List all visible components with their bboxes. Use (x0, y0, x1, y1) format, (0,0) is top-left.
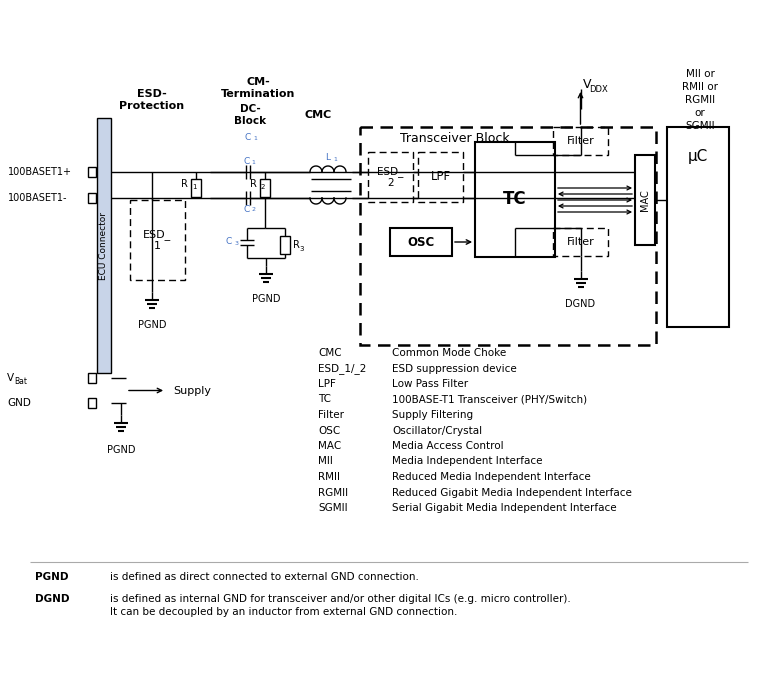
Text: Reduced Media Independent Interface: Reduced Media Independent Interface (392, 472, 591, 482)
Bar (97, 118, 111, 373)
Text: 100BASE-T1 Transceiver (PHY/Switch): 100BASE-T1 Transceiver (PHY/Switch) (392, 395, 587, 404)
Text: Filter: Filter (566, 237, 594, 247)
Text: R: R (293, 240, 300, 250)
Text: C: C (245, 133, 251, 143)
Text: RGMII: RGMII (318, 487, 348, 498)
Text: CMC: CMC (318, 348, 341, 358)
Text: 3: 3 (299, 246, 303, 252)
Text: μC: μC (688, 149, 708, 164)
Text: V: V (7, 373, 14, 383)
Text: DGND: DGND (566, 299, 595, 309)
Text: 2: 2 (251, 207, 255, 212)
Text: ESD_1/_2: ESD_1/_2 (318, 364, 366, 375)
Text: GND: GND (7, 398, 31, 408)
Text: 2: 2 (261, 184, 265, 190)
Text: Serial Gigabit Media Independent Interface: Serial Gigabit Media Independent Interfa… (392, 503, 617, 513)
Bar (191, 179, 201, 197)
Text: Bat: Bat (14, 377, 27, 385)
Text: MAC: MAC (640, 189, 650, 211)
Bar (88, 373, 96, 383)
Text: PGND: PGND (107, 445, 135, 455)
Bar (475, 142, 555, 257)
Text: PGND: PGND (138, 320, 166, 330)
Bar (667, 127, 729, 327)
Text: 3: 3 (235, 241, 239, 246)
Text: Transceiver Block: Transceiver Block (400, 132, 510, 145)
Text: is defined as internal GND for transceiver and/or other digital ICs (e.g. micro : is defined as internal GND for transceiv… (110, 594, 571, 617)
Text: C: C (244, 158, 250, 166)
Text: ESD-
Protection: ESD- Protection (120, 89, 185, 111)
Text: Supply Filtering: Supply Filtering (392, 410, 473, 420)
Text: ECU Connector: ECU Connector (99, 212, 109, 279)
Text: DDX: DDX (590, 84, 608, 93)
Text: TC: TC (318, 395, 331, 404)
Text: Oscillator/Crystal: Oscillator/Crystal (392, 425, 482, 435)
Bar (88, 193, 96, 203)
Text: is defined as direct connected to external GND connection.: is defined as direct connected to extern… (110, 572, 419, 582)
Text: C: C (226, 237, 232, 247)
Text: CMC: CMC (304, 110, 331, 120)
Text: ESD_
1: ESD_ 1 (144, 228, 171, 251)
Text: R: R (250, 179, 257, 189)
Text: 100BASET1+: 100BASET1+ (8, 167, 72, 177)
Text: ESD suppression device: ESD suppression device (392, 364, 517, 374)
Bar (280, 236, 290, 254)
Text: LPF: LPF (318, 379, 336, 389)
Text: DC-
Block: DC- Block (234, 104, 266, 126)
Text: Reduced Gigabit Media Independent Interface: Reduced Gigabit Media Independent Interf… (392, 487, 632, 498)
Text: TC: TC (503, 191, 527, 208)
Text: MII or
RMII or
RGMII
or
SGMII: MII or RMII or RGMII or SGMII (682, 70, 718, 130)
Bar (390, 228, 452, 256)
Text: OSC: OSC (407, 235, 435, 249)
Text: MAC: MAC (318, 441, 341, 451)
Text: 1: 1 (251, 160, 255, 165)
Text: Supply: Supply (173, 385, 211, 395)
Bar (553, 127, 608, 155)
Text: Media Access Control: Media Access Control (392, 441, 504, 451)
Text: SGMII: SGMII (318, 503, 348, 513)
Text: OSC: OSC (318, 425, 340, 435)
Text: R: R (181, 179, 188, 189)
Text: Filter: Filter (566, 136, 594, 146)
Text: 1: 1 (253, 136, 257, 141)
Bar (260, 179, 270, 197)
Text: 100BASET1-: 100BASET1- (8, 193, 68, 203)
Bar (88, 167, 96, 177)
Text: 1: 1 (333, 157, 337, 162)
Bar (553, 228, 608, 256)
Bar (88, 398, 96, 408)
Text: Filter: Filter (318, 410, 344, 420)
Text: ESD_
2: ESD_ 2 (377, 166, 404, 188)
Text: PGND: PGND (251, 294, 280, 304)
Text: PGND: PGND (35, 572, 68, 582)
Bar (360, 127, 656, 345)
Text: V: V (583, 78, 591, 91)
Text: CM-
Termination: CM- Termination (221, 77, 295, 99)
Text: DGND: DGND (35, 594, 70, 604)
Bar (635, 155, 655, 245)
Bar (418, 152, 463, 202)
Text: Common Mode Choke: Common Mode Choke (392, 348, 506, 358)
Text: Low Pass Filter: Low Pass Filter (392, 379, 468, 389)
Text: RMII: RMII (318, 472, 340, 482)
Bar (368, 152, 413, 202)
Text: C: C (244, 205, 250, 214)
Text: Media Independent Interface: Media Independent Interface (392, 456, 542, 466)
Text: 1: 1 (192, 184, 196, 190)
Text: L: L (325, 153, 331, 162)
Bar (130, 200, 185, 280)
Text: LPF: LPF (431, 170, 451, 183)
Text: MII: MII (318, 456, 333, 466)
